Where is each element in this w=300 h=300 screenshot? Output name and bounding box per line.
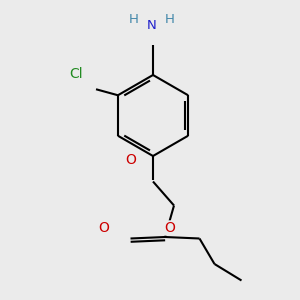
Text: N: N: [147, 19, 156, 32]
Text: H: H: [165, 13, 174, 26]
Text: O: O: [164, 221, 175, 235]
Text: O: O: [98, 221, 109, 235]
Text: Cl: Cl: [70, 67, 83, 80]
Text: H: H: [129, 13, 138, 26]
Text: O: O: [125, 154, 136, 167]
